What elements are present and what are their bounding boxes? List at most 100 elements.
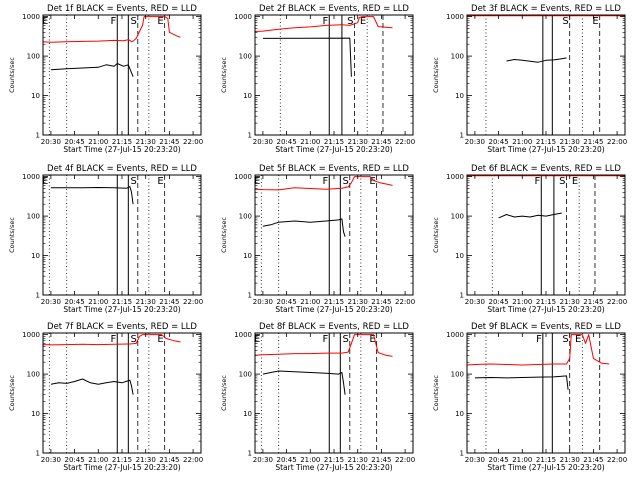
lld-rate-line [42,334,181,346]
y-tick-label: 10 [455,410,464,418]
x-tick-label: 20:45 [277,456,297,464]
x-axis-label: Start Time (27-Jul-15 20:23:20) [487,305,604,314]
x-tick-label: 21:00 [300,298,320,306]
x-tick-label: 20:30 [41,138,61,146]
x-axis-label: Start Time (27-Jul-15 20:23:20) [487,145,604,154]
y-tick-label: 1000 [22,13,40,21]
x-tick-label: 21:30 [560,298,580,306]
y-tick-label: 10 [31,410,40,418]
events-rate-line [262,37,352,77]
phase-marker-label: E [254,176,260,187]
y-tick-label: 100 [239,213,252,221]
x-tick-label: 21:30 [348,456,368,464]
x-tick-label: 21:45 [371,138,391,146]
x-tick-label: 21:30 [560,138,580,146]
events-rate-line [262,218,346,237]
x-tick-label: 21:00 [88,138,108,146]
y-tick-label: 100 [27,371,40,379]
x-tick-label: 21:15 [536,298,556,306]
x-tick-label: 20:30 [253,298,273,306]
x-tick-label: 21:15 [536,456,556,464]
panel-title: Det 3f BLACK = Events, RED = LLD [471,4,621,14]
x-tick-label: 20:45 [65,138,85,146]
x-tick-label: 21:45 [583,456,603,464]
phase-marker-label: F [322,334,328,345]
panel-title: Det 8f BLACK = Events, RED = LLD [259,322,409,332]
detector-panel: Det 3f BLACK = Events, RED = LLD S E 20:30 2… [432,4,627,154]
x-tick-label: 20:30 [465,138,485,146]
y-tick-label: 10 [243,252,252,260]
events-rate-line [50,63,134,77]
y-tick-label: 10 [455,252,464,260]
detector-panel: Det 5f BLACK = Events, RED = LLD E F S E 20:3… [220,164,415,314]
x-tick-label: 21:45 [583,138,603,146]
x-tick-label: 21:00 [300,456,320,464]
events-rate-line [474,375,569,390]
lld-rate-line [254,176,393,191]
y-tick-label: 10 [243,410,252,418]
y-axis-label: Counts/sec [432,375,440,411]
x-tick-label: 22:00 [607,138,627,146]
x-tick-label: 22:00 [607,456,627,464]
phase-marker-label: E [369,334,375,345]
x-tick-label: 21:45 [371,456,391,464]
detector-panel: Det 4f BLACK = Events, RED = LLD E S E 20:30… [8,164,203,314]
phase-marker-label: E [369,176,375,187]
x-tick-label: 21:00 [88,456,108,464]
detector-panel: Det 1f BLACK = Events, RED = LLD E F S E 20:3… [8,4,203,154]
panel-title: Det 6f BLACK = Events, RED = LLD [471,164,621,174]
x-tick-label: 22:00 [395,298,415,306]
events-rate-line [50,378,134,395]
x-tick-label: 20:45 [277,298,297,306]
y-tick-label: 100 [451,213,464,221]
x-tick-label: 21:15 [324,138,344,146]
y-tick-label: 1 [460,132,464,140]
y-tick-label: 100 [239,371,252,379]
phase-marker-label: E [254,334,260,345]
detector-panel: Det 7f BLACK = Events, RED = LLD F S E 20:30… [8,322,203,472]
y-axis-label: Counts/sec [432,217,440,253]
phase-marker-label: S [347,16,353,27]
plot-frame [466,14,626,136]
y-tick-label: 1000 [446,13,464,21]
phase-marker-label: E [575,334,581,345]
phase-marker-label: S [562,16,568,27]
x-tick-label: 22:00 [183,456,203,464]
detector-panel: Det 9f BLACK = Events, RED = LLD F S E 20:30… [432,322,627,472]
y-axis-label: Counts/sec [220,57,228,93]
y-tick-label: 1000 [446,331,464,339]
x-tick-label: 20:45 [489,298,509,306]
y-tick-label: 1000 [234,13,252,21]
phase-marker-label: S [562,334,568,345]
phase-marker-label: E [157,16,163,27]
x-axis-label: Start Time (27-Jul-15 20:23:20) [275,463,392,472]
phase-marker-label: F [322,16,328,27]
plot-frame [466,332,626,454]
y-tick-label: 1 [36,132,40,140]
y-tick-label: 1 [460,450,464,458]
y-tick-label: 100 [451,53,464,61]
panel-title: Det 5f BLACK = Events, RED = LLD [259,164,409,174]
x-tick-label: 22:00 [183,138,203,146]
y-tick-label: 1000 [234,173,252,181]
x-tick-label: 21:15 [536,138,556,146]
x-tick-label: 21:45 [583,298,603,306]
phase-marker-label: E [42,176,48,187]
lld-rate-line [254,334,393,357]
y-tick-label: 100 [27,53,40,61]
y-tick-label: 1 [36,292,40,300]
y-tick-label: 100 [451,371,464,379]
x-tick-label: 20:30 [253,456,273,464]
x-tick-label: 22:00 [183,298,203,306]
panel-title: Det 7f BLACK = Events, RED = LLD [47,322,197,332]
x-tick-label: 21:45 [159,298,179,306]
phase-marker-label: S [342,334,348,345]
phase-marker-label: S [130,334,136,345]
phase-marker-label: S [130,176,136,187]
x-tick-label: 20:45 [65,298,85,306]
x-tick-label: 20:30 [253,138,273,146]
y-axis-label: Counts/sec [432,57,440,93]
x-axis-label: Start Time (27-Jul-15 20:23:20) [275,145,392,154]
x-axis-label: Start Time (27-Jul-15 20:23:20) [275,305,392,314]
x-tick-label: 22:00 [395,456,415,464]
